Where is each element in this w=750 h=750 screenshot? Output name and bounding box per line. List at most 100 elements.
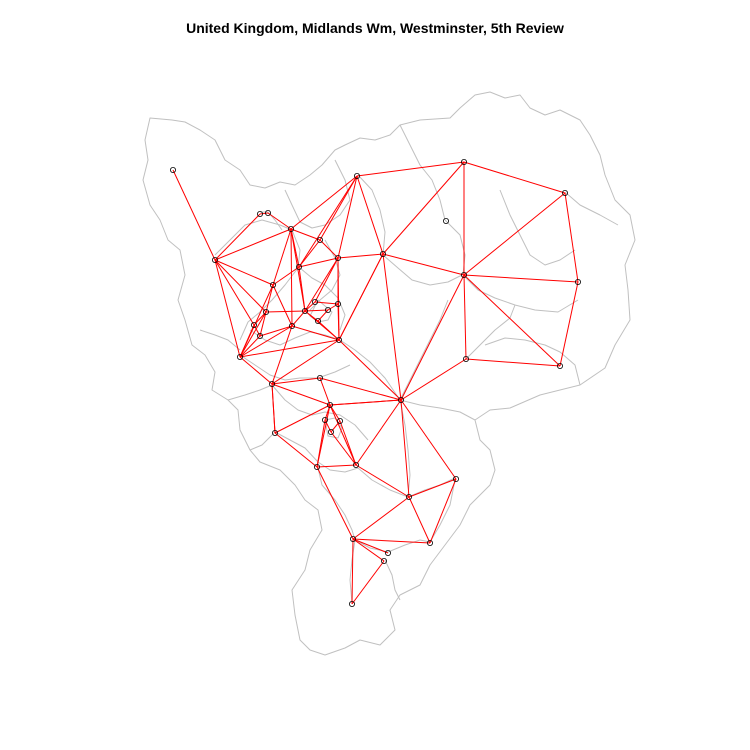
constituency-node bbox=[311, 298, 318, 305]
inner-boundary bbox=[564, 191, 619, 226]
adjacency-edge bbox=[316, 464, 357, 468]
constituency-node bbox=[313, 463, 320, 470]
adjacency-edge bbox=[239, 325, 293, 358]
adjacency-edge bbox=[564, 192, 579, 283]
inner-boundary bbox=[284, 159, 351, 229]
constituency-node bbox=[288, 322, 295, 329]
adjacency-edge bbox=[400, 358, 467, 401]
constituency-node bbox=[211, 256, 218, 263]
inner-boundary bbox=[227, 384, 273, 401]
adjacency-edge bbox=[329, 404, 357, 466]
inner-boundary bbox=[399, 124, 446, 221]
adjacency-edge bbox=[319, 377, 331, 406]
inner-boundary bbox=[309, 239, 341, 311]
adjacency-edge bbox=[559, 281, 579, 367]
adjacency-edge bbox=[465, 358, 561, 367]
adjacency-edge bbox=[271, 377, 321, 385]
adjacency-edge bbox=[352, 538, 389, 554]
constituency-node bbox=[353, 172, 360, 179]
adjacency-edge bbox=[304, 257, 339, 312]
adjacency-edge bbox=[290, 228, 293, 327]
adjacency-edge bbox=[214, 259, 241, 358]
constituency-node bbox=[336, 417, 343, 424]
constituency-node bbox=[334, 254, 341, 261]
constituency-node bbox=[379, 250, 386, 257]
constituency-node bbox=[314, 317, 321, 324]
adjacency-edge bbox=[314, 257, 339, 303]
adjacency-edge bbox=[271, 339, 340, 385]
inner-boundary bbox=[249, 329, 341, 346]
constituency-node bbox=[256, 210, 263, 217]
constituency-node bbox=[301, 307, 308, 314]
constituency-node bbox=[352, 461, 359, 468]
adjacency-edge bbox=[239, 356, 273, 385]
adjacency-edge bbox=[319, 175, 358, 241]
adjacency-edge bbox=[271, 383, 276, 434]
constituency-node bbox=[262, 308, 269, 315]
adjacency-edge bbox=[338, 253, 384, 341]
adjacency-edge bbox=[316, 466, 354, 540]
adjacency-edge bbox=[352, 496, 410, 540]
adjacency-edge bbox=[298, 175, 358, 268]
adjacency-edge bbox=[304, 309, 329, 312]
constituency-node bbox=[321, 416, 328, 423]
adjacency-edge bbox=[408, 496, 431, 544]
adjacency-edge bbox=[290, 175, 358, 230]
inner-boundary bbox=[299, 267, 346, 331]
inner-boundary bbox=[349, 539, 356, 604]
adjacency-edge bbox=[290, 228, 321, 241]
adjacency-edge bbox=[356, 161, 465, 177]
constituency-node bbox=[380, 558, 387, 565]
constituency-node bbox=[256, 332, 263, 339]
adjacency-edge bbox=[259, 311, 267, 337]
adjacency-edge bbox=[382, 253, 465, 276]
inner-boundary bbox=[309, 299, 333, 323]
adjacency-edge bbox=[272, 228, 292, 286]
adjacency-edge bbox=[463, 274, 467, 360]
constituency-node bbox=[384, 550, 391, 557]
inner-boundary bbox=[199, 329, 241, 351]
inner-boundary bbox=[324, 417, 343, 439]
constituency-node bbox=[460, 271, 467, 278]
adjacency-edge bbox=[274, 432, 318, 468]
adjacency-edge bbox=[172, 169, 216, 261]
adjacency-edge bbox=[291, 310, 306, 327]
adjacency-edge bbox=[463, 274, 561, 367]
inner-boundary bbox=[399, 399, 411, 498]
constituency-node bbox=[326, 401, 333, 408]
adjacency-edge bbox=[408, 478, 457, 498]
constituency-node bbox=[295, 263, 302, 270]
constituency-node bbox=[335, 336, 342, 343]
inner-boundary bbox=[444, 219, 466, 276]
adjacency-edge bbox=[337, 253, 384, 259]
adjacency-edge bbox=[214, 259, 274, 286]
adjacency-edge bbox=[355, 464, 410, 498]
adjacency-edge bbox=[239, 324, 255, 358]
constituency-node bbox=[264, 209, 271, 216]
adjacency-edge bbox=[298, 239, 321, 268]
adjacency-edge bbox=[291, 325, 340, 341]
adjacency-edge bbox=[338, 339, 402, 401]
adjacency-edge bbox=[314, 301, 339, 305]
adjacency-edge bbox=[298, 266, 306, 312]
constituency-node bbox=[575, 278, 582, 285]
constituency-node bbox=[562, 189, 569, 196]
inner-boundary bbox=[239, 354, 351, 381]
inner-boundary bbox=[354, 539, 431, 553]
constituency-node bbox=[557, 362, 564, 369]
inner-boundary bbox=[357, 174, 386, 256]
region-boundaries bbox=[142, 91, 636, 656]
constituency-node bbox=[349, 536, 356, 543]
constituency-node bbox=[426, 540, 433, 547]
adjacency-edge bbox=[272, 266, 300, 286]
adjacency-edge bbox=[253, 324, 261, 337]
constituency-node bbox=[397, 396, 404, 403]
adjacency-edge bbox=[317, 320, 340, 341]
adjacency-edge bbox=[337, 175, 358, 259]
constituency-node bbox=[169, 166, 176, 173]
adjacency-edge bbox=[274, 404, 331, 434]
constituency-node bbox=[287, 225, 294, 232]
constituency-node bbox=[316, 374, 323, 381]
adjacency-edge bbox=[352, 538, 385, 562]
